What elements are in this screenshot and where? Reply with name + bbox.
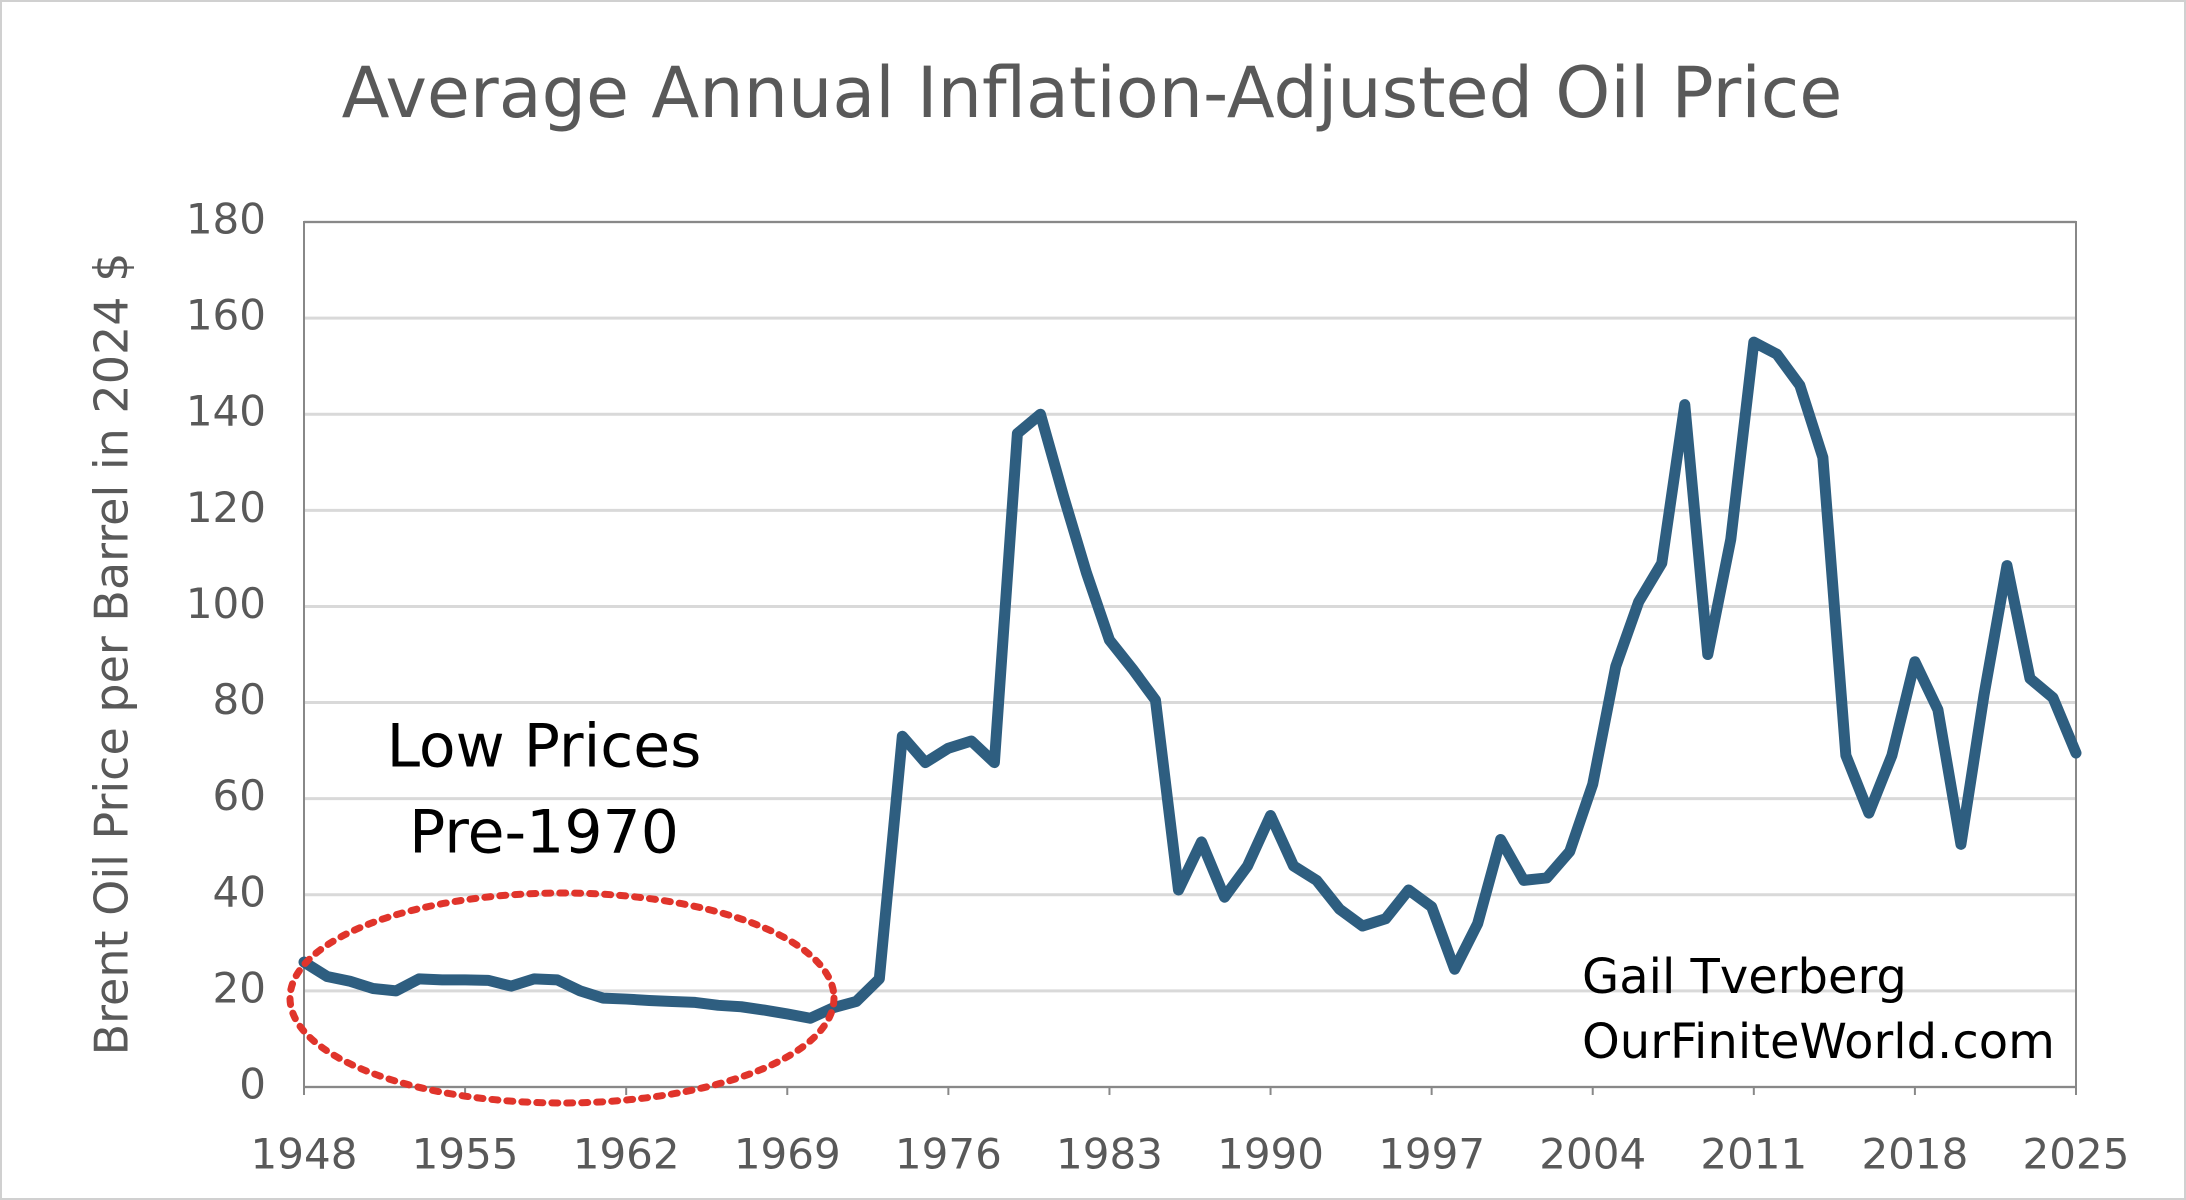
y-tick-label: 60: [213, 771, 266, 820]
x-tick-label: 2011: [1700, 1130, 1807, 1179]
annotation: Gail Tverberg: [1582, 949, 1907, 1005]
y-tick-label: 160: [186, 291, 266, 340]
x-tick-label: 1983: [1056, 1130, 1163, 1179]
y-axis-label: Brent Oil Price per Barrel in 2024 $: [85, 253, 139, 1056]
x-tick-label: 1997: [1378, 1130, 1485, 1179]
x-tick-label: 1962: [573, 1130, 680, 1179]
x-tick-label: 2004: [1539, 1130, 1646, 1179]
y-tick-label: 180: [186, 195, 266, 244]
annotation: OurFiniteWorld.com: [1582, 1014, 2055, 1070]
y-tick-label: 80: [213, 675, 266, 724]
y-tick-label: 40: [213, 867, 266, 916]
highlight-ellipse: [286, 889, 838, 1107]
chart-title: Average Annual Inflation-Adjusted Oil Pr…: [342, 52, 1843, 134]
y-tick-label: 140: [186, 387, 266, 436]
x-tick-label: 1976: [895, 1130, 1002, 1179]
annotation: Pre-1970: [409, 798, 679, 868]
data-line: [298, 336, 2082, 1024]
annotation: Low Prices: [387, 712, 702, 782]
x-tick-label: 1990: [1217, 1130, 1324, 1179]
y-tick-label: 120: [186, 483, 266, 532]
y-tick-label: 0: [239, 1060, 266, 1109]
plot-border: [303, 221, 2077, 1088]
y-tick-label: 20: [213, 963, 266, 1012]
y-tick-label: 100: [186, 579, 266, 628]
x-tick-label: 1969: [734, 1130, 841, 1179]
x-tick-label: 1948: [251, 1130, 358, 1179]
x-tick-label: 1955: [412, 1130, 519, 1179]
x-tick-label: 2018: [1861, 1130, 1968, 1179]
x-tick-label: 2025: [2023, 1130, 2130, 1179]
